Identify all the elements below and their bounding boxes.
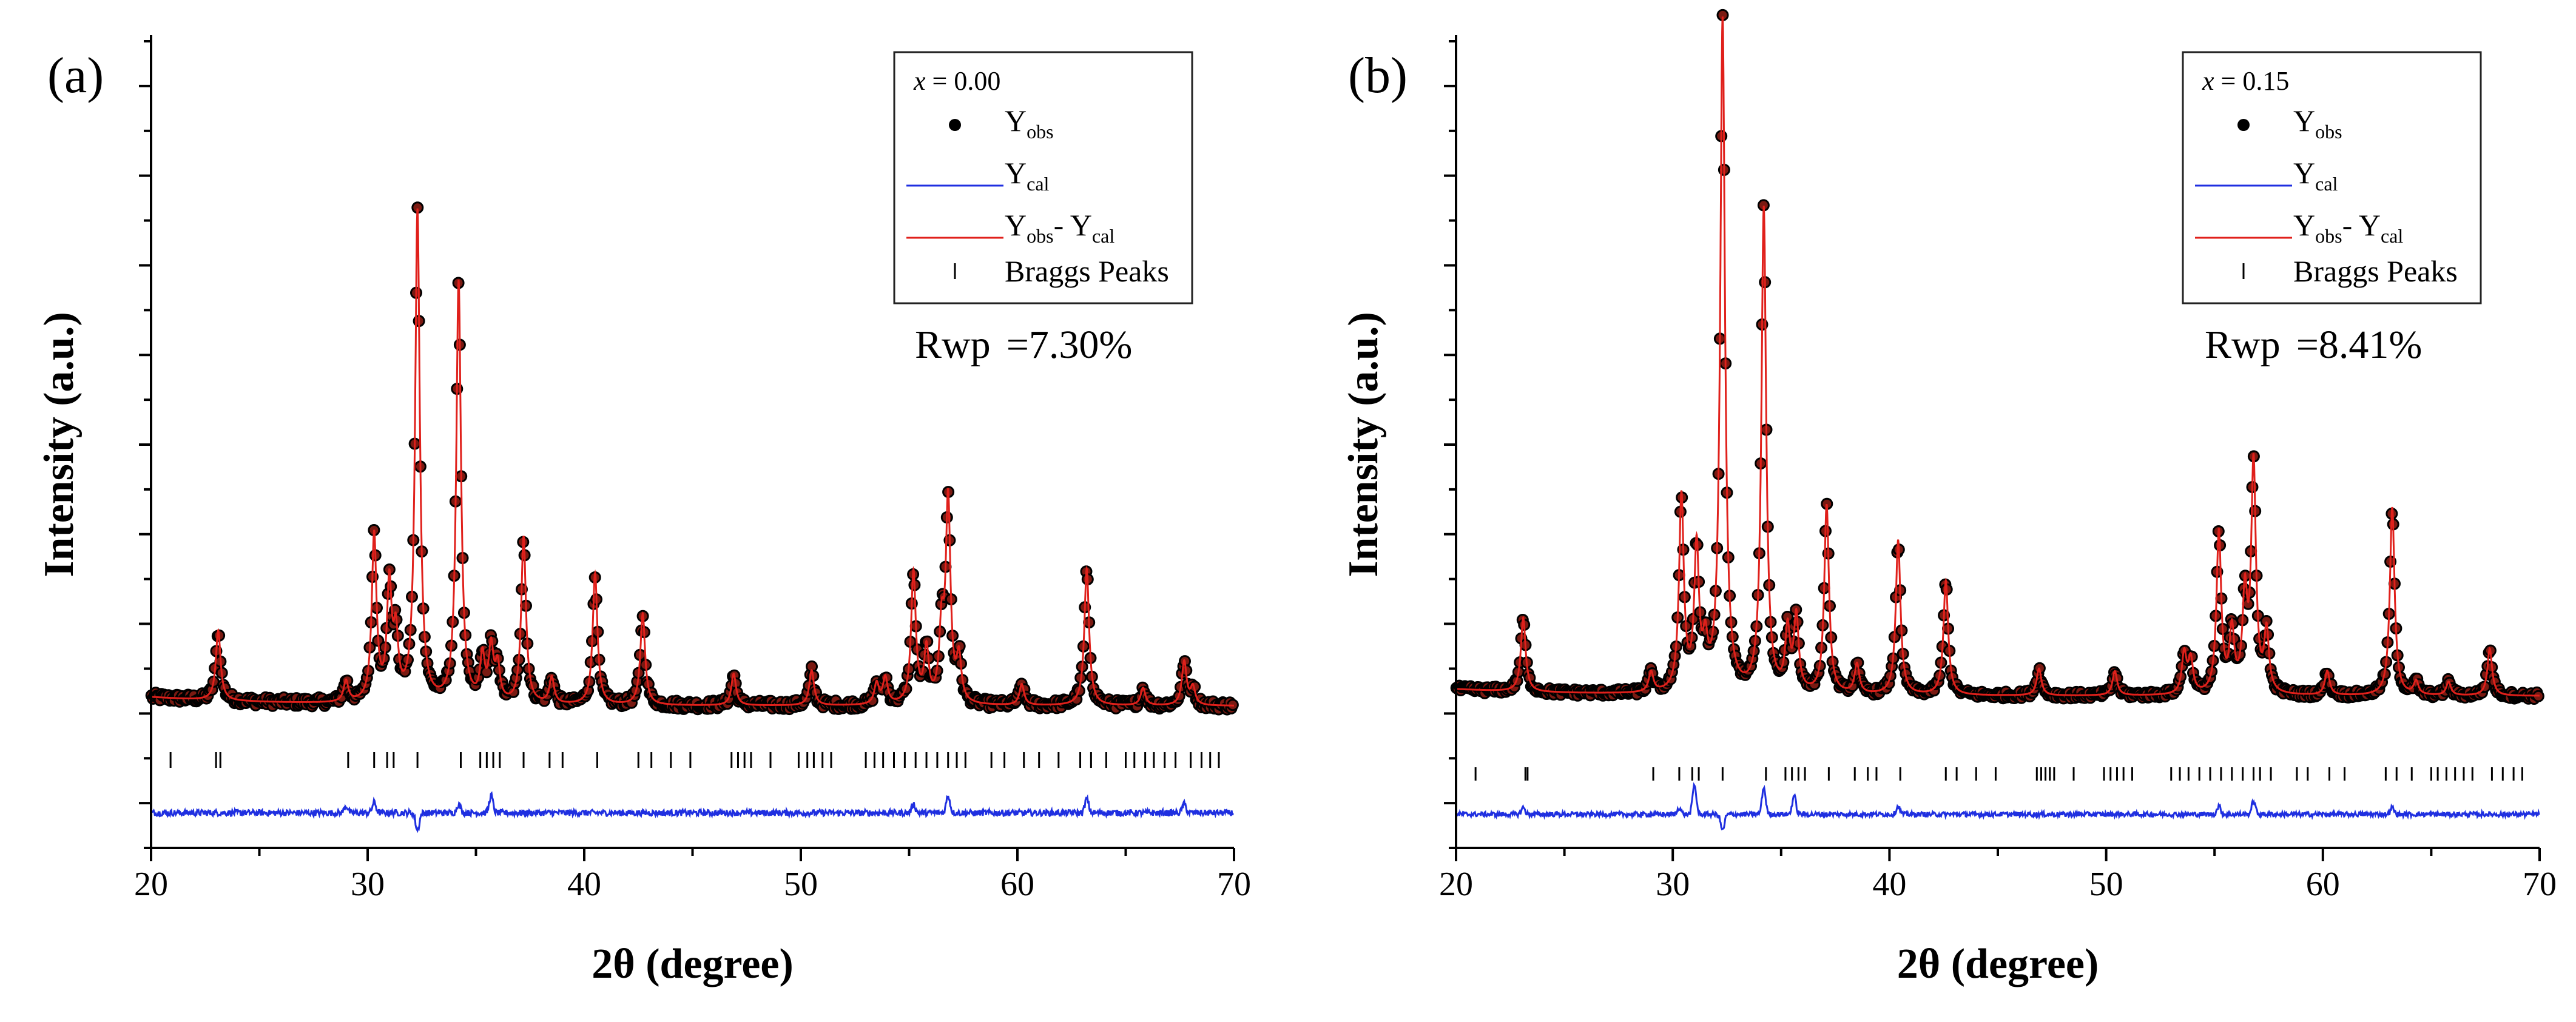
legend-entry-label: Yobs- Ycal bbox=[1005, 208, 1114, 247]
x-tick-label: 20 bbox=[1439, 866, 1473, 903]
legend-entry-label: Ycal bbox=[2293, 156, 2338, 195]
x-tick-label: 40 bbox=[1872, 866, 1906, 903]
y-calc-line bbox=[1456, 16, 2540, 697]
rwp-value: =7.30% bbox=[1006, 323, 1133, 367]
composition-variable: x bbox=[913, 66, 926, 96]
legend-obs-marker bbox=[2237, 119, 2250, 131]
x-axis-label: 2θ (degree) bbox=[592, 941, 794, 987]
legend-entry-label: Yobs- Ycal bbox=[2293, 208, 2403, 247]
panel-label: (a) bbox=[47, 47, 104, 104]
legend-entry-name-2: - Y bbox=[1054, 208, 1092, 242]
composition-variable: x bbox=[2202, 66, 2214, 96]
y-diff-line bbox=[1455, 782, 2540, 831]
x-tick-label: 30 bbox=[351, 866, 385, 903]
x-tick-label: 70 bbox=[2523, 866, 2557, 903]
x-tick-label: 70 bbox=[1217, 866, 1251, 903]
rwp-annotation: Rwp =8.41% bbox=[2205, 323, 2422, 367]
legend-entry-name: Y bbox=[1005, 156, 1027, 190]
x-tick-label: 50 bbox=[784, 866, 818, 903]
rwp-value: =8.41% bbox=[2296, 323, 2423, 367]
legend-composition: x = 0.00 bbox=[913, 66, 1000, 96]
legend-entry-subscript: cal bbox=[1027, 173, 1049, 195]
panel-label: (b) bbox=[1348, 47, 1408, 104]
bragg-peaks-series bbox=[1474, 767, 2523, 781]
legend-entry-subscript: cal bbox=[2315, 173, 2338, 195]
legend-entry-label: Braggs Peaks bbox=[2293, 254, 2458, 288]
legend-entry-subscript: obs bbox=[1027, 121, 1053, 143]
rwp-label: Rwp bbox=[915, 323, 991, 367]
chart-panel-a: (a) Intensity (a.u.) 2θ (degree) 20 30 40 50 60… bbox=[36, 35, 1251, 987]
y-diff-line bbox=[150, 791, 1234, 833]
x-axis-label: 2θ (degree) bbox=[1897, 941, 2099, 987]
y-calc-line bbox=[150, 208, 1234, 707]
rwp-label: Rwp bbox=[2205, 323, 2281, 367]
y-axis-label: Intensity (a.u.) bbox=[36, 312, 83, 577]
legend-entry-label: Yobs bbox=[2293, 104, 2342, 143]
legend-entry-label: Yobs bbox=[1005, 104, 1054, 143]
legend-entry-name: Y bbox=[1005, 104, 1027, 138]
composition-value: = 0.15 bbox=[2214, 66, 2290, 96]
composition-value: = 0.00 bbox=[926, 66, 1001, 96]
legend-entry-name: Y bbox=[2293, 104, 2315, 138]
legend-box bbox=[2182, 51, 2482, 304]
legend-entry-subscript: obs bbox=[2315, 225, 2342, 247]
chart-panel-b: (b) Intensity (a.u.) 2θ (degree) 20 30 40 50 60… bbox=[1340, 8, 2557, 987]
bragg-peaks-series bbox=[169, 752, 1220, 768]
x-tick-label: 40 bbox=[567, 866, 601, 903]
legend-entry-subscript-2: cal bbox=[2381, 225, 2403, 247]
rwp-annotation: Rwp =7.30% bbox=[915, 323, 1132, 367]
legend-entry-subscript: obs bbox=[2315, 121, 2342, 143]
legend-obs-marker bbox=[949, 119, 961, 131]
legend-entry-name: Y bbox=[2293, 156, 2315, 190]
x-tick-label: 60 bbox=[2306, 866, 2340, 903]
legend-entry-subscript-2: cal bbox=[1092, 225, 1114, 247]
legend-composition: x = 0.15 bbox=[2202, 66, 2289, 96]
x-tick-label: 20 bbox=[134, 866, 168, 903]
legend-entry-name: Y bbox=[2293, 208, 2315, 242]
legend-entry-name: Y bbox=[1005, 208, 1027, 242]
legend-entry-name: Braggs Peaks bbox=[2293, 254, 2458, 288]
legend-entry-label: Ycal bbox=[1005, 156, 1050, 195]
x-tick-label: 50 bbox=[2089, 866, 2123, 903]
legend-entry-subscript: obs bbox=[1027, 225, 1053, 247]
y-axis-label: Intensity (a.u.) bbox=[1340, 312, 1387, 577]
x-tick-label: 60 bbox=[1000, 866, 1034, 903]
legend-entry-name: Braggs Peaks bbox=[1005, 254, 1169, 288]
legend-entry-name-2: - Y bbox=[2342, 208, 2381, 242]
legend-box bbox=[893, 51, 1193, 304]
legend-entry-label: Braggs Peaks bbox=[1005, 254, 1169, 288]
x-tick-label: 30 bbox=[1656, 866, 1690, 903]
